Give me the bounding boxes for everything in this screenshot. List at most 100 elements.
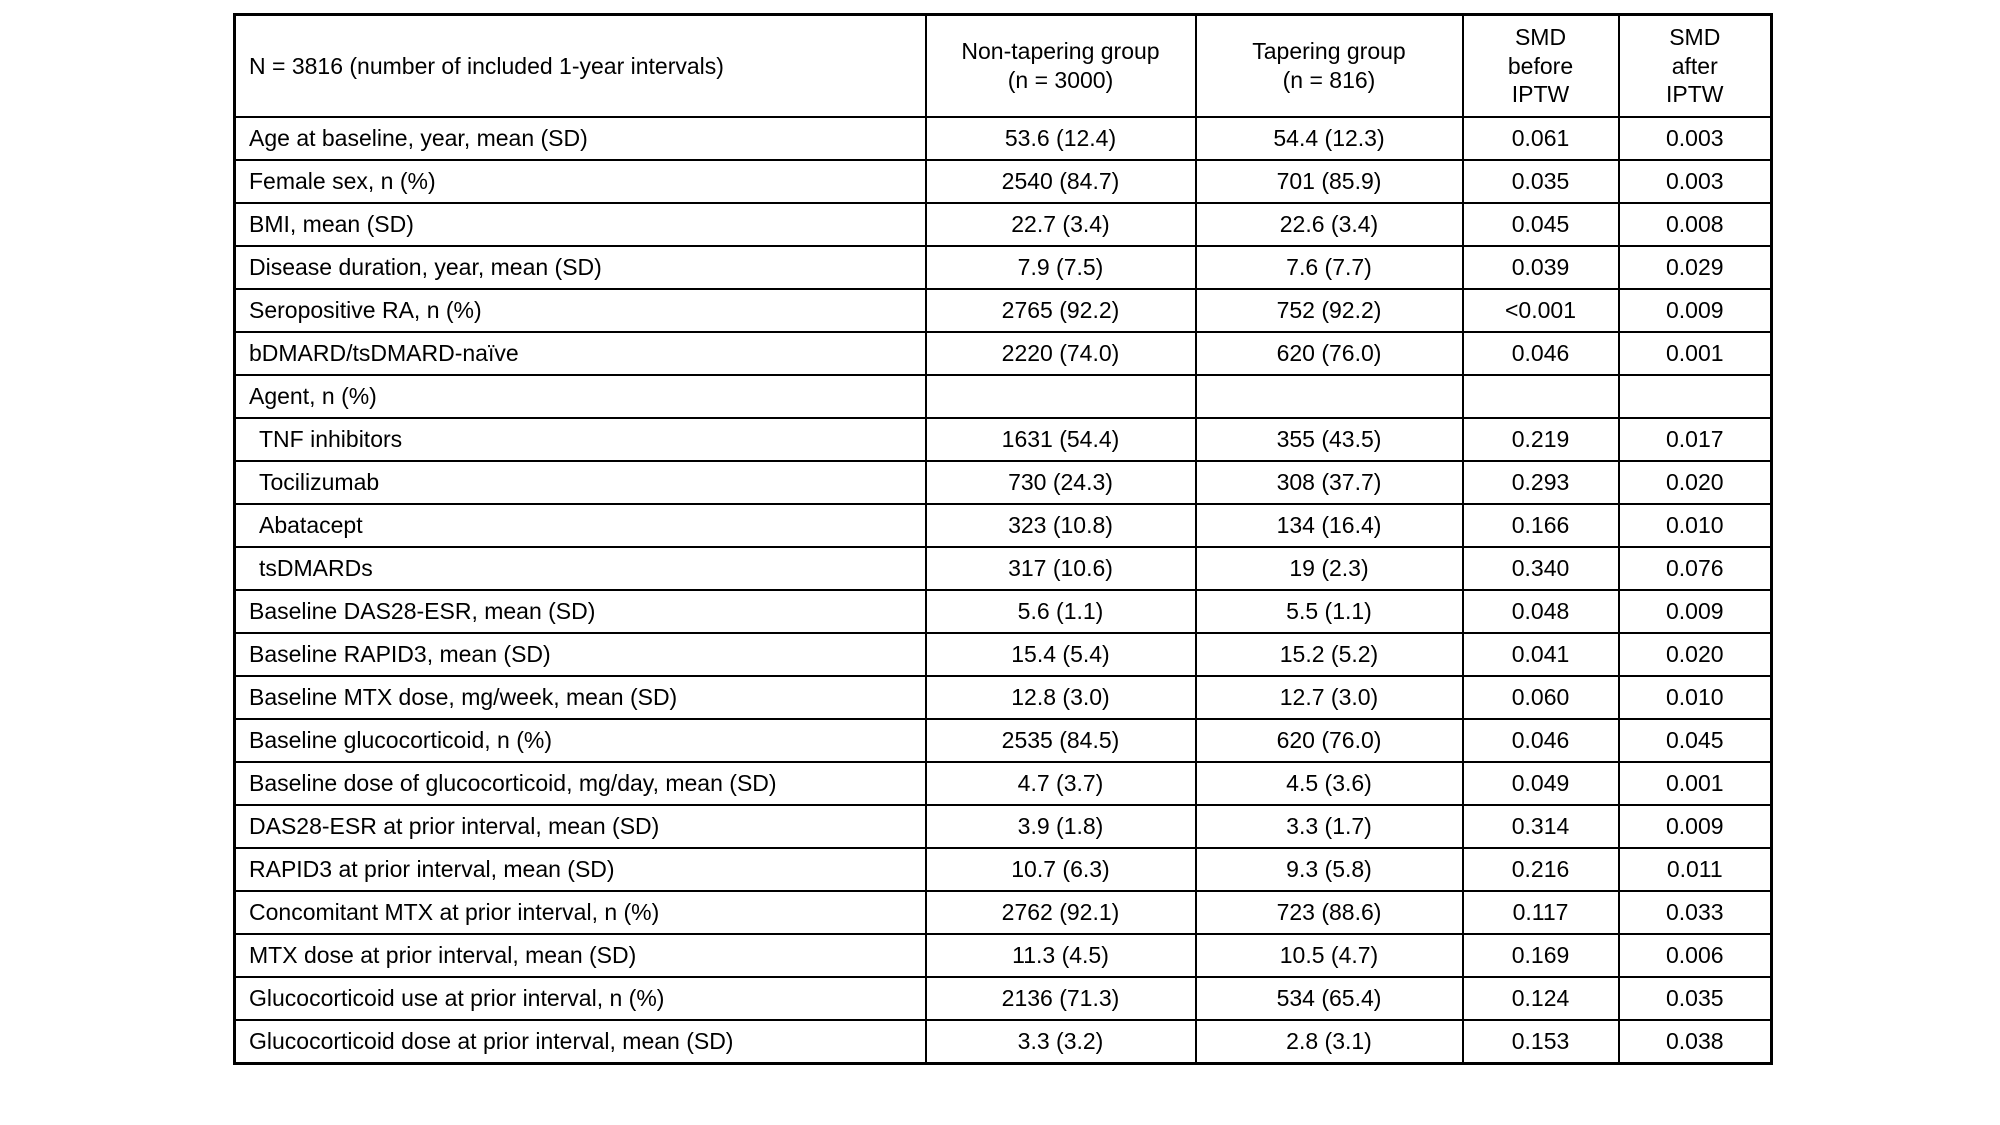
tapering-value: 5.5 (1.1) [1194,589,1464,634]
table-row: Glucocorticoid dose at prior interval, m… [233,1019,1773,1065]
smd-before-value: 0.046 [1461,718,1620,763]
smd-after-value: 0.009 [1617,589,1773,634]
row-label: Baseline MTX dose, mg/week, mean (SD) [233,675,927,720]
smd-before-value: 0.049 [1461,761,1620,806]
row-label: Disease duration, year, mean (SD) [233,245,927,290]
smd-before-value [1461,374,1620,419]
baseline-characteristics-table-container: N = 3816 (number of included 1-year inte… [233,13,1773,1065]
tapering-value: 7.6 (7.7) [1194,245,1464,290]
smd-after-value: 0.003 [1617,159,1773,204]
header-non-tapering-group: Non-tapering group (n = 3000) [924,13,1197,118]
smd-before-value: 0.048 [1461,589,1620,634]
tapering-value: 54.4 (12.3) [1194,116,1464,161]
row-label: TNF inhibitors [233,417,927,462]
smd-after-value: 0.003 [1617,116,1773,161]
table-row: tsDMARDs 317 (10.6) 19 (2.3) 0.340 0.076 [233,546,1773,591]
smd-after-value: 0.035 [1617,976,1773,1021]
row-label: BMI, mean (SD) [233,202,927,247]
table-row: RAPID3 at prior interval, mean (SD) 10.7… [233,847,1773,892]
table-row: Baseline RAPID3, mean (SD) 15.4 (5.4) 15… [233,632,1773,677]
tapering-value [1194,374,1464,419]
smd-after-value: 0.010 [1617,675,1773,720]
header-smd-before-line1: SMD [1514,23,1567,50]
smd-after-value: 0.001 [1617,331,1773,376]
header-smd-after-iptw: SMD after IPTW [1617,13,1773,118]
non-tapering-value: 53.6 (12.4) [924,116,1197,161]
smd-after-value: 0.020 [1617,632,1773,677]
non-tapering-value: 7.9 (7.5) [924,245,1197,290]
header-smd-after-line1: SMD [1669,23,1721,50]
smd-before-value: 0.340 [1461,546,1620,591]
table-row: Abatacept 323 (10.8) 134 (16.4) 0.166 0.… [233,503,1773,548]
smd-after-value: 0.006 [1617,933,1773,978]
non-tapering-value: 1631 (54.4) [924,417,1197,462]
non-tapering-value: 2540 (84.7) [924,159,1197,204]
tapering-value: 10.5 (4.7) [1194,933,1464,978]
header-row: N = 3816 (number of included 1-year inte… [233,13,1773,118]
smd-after-value: 0.009 [1617,288,1773,333]
tapering-value: 19 (2.3) [1194,546,1464,591]
smd-before-value: 0.035 [1461,159,1620,204]
non-tapering-value: 323 (10.8) [924,503,1197,548]
table-row: Agent, n (%) [233,374,1773,419]
table-body: Age at baseline, year, mean (SD) 53.6 (1… [233,116,1773,1065]
smd-before-value: 0.153 [1461,1019,1620,1065]
header-smd-before-line2: before [1507,52,1574,79]
smd-before-value: 0.166 [1461,503,1620,548]
row-label: tsDMARDs [233,546,927,591]
tapering-value: 620 (76.0) [1194,331,1464,376]
non-tapering-value: 3.9 (1.8) [924,804,1197,849]
table-row: Concomitant MTX at prior interval, n (%)… [233,890,1773,935]
table-row: Age at baseline, year, mean (SD) 53.6 (1… [233,116,1773,161]
row-label: MTX dose at prior interval, mean (SD) [233,933,927,978]
smd-after-value: 0.020 [1617,460,1773,505]
non-tapering-value: 15.4 (5.4) [924,632,1197,677]
tapering-value: 620 (76.0) [1194,718,1464,763]
non-tapering-value: 5.6 (1.1) [924,589,1197,634]
row-label: Baseline DAS28-ESR, mean (SD) [233,589,927,634]
non-tapering-value: 2220 (74.0) [924,331,1197,376]
table-row: Female sex, n (%) 2540 (84.7) 701 (85.9)… [233,159,1773,204]
table-header: N = 3816 (number of included 1-year inte… [233,13,1773,118]
smd-before-value: 0.061 [1461,116,1620,161]
smd-before-value: 0.216 [1461,847,1620,892]
row-label: Concomitant MTX at prior interval, n (%) [233,890,927,935]
smd-before-value: 0.124 [1461,976,1620,1021]
non-tapering-value: 2762 (92.1) [924,890,1197,935]
table-row: Baseline DAS28-ESR, mean (SD) 5.6 (1.1) … [233,589,1773,634]
non-tapering-value: 11.3 (4.5) [924,933,1197,978]
smd-after-value: 0.029 [1617,245,1773,290]
smd-before-value: 0.046 [1461,331,1620,376]
smd-before-value: <0.001 [1461,288,1620,333]
table-row: DAS28-ESR at prior interval, mean (SD) 3… [233,804,1773,849]
smd-before-value: 0.041 [1461,632,1620,677]
header-non-tapering-line2: (n = 3000) [1007,67,1114,93]
header-tapering-line2: (n = 816) [1282,67,1376,93]
tapering-value: 4.5 (3.6) [1194,761,1464,806]
header-smd-after-line3: IPTW [1666,81,1724,108]
tapering-value: 355 (43.5) [1194,417,1464,462]
row-label: RAPID3 at prior interval, mean (SD) [233,847,927,892]
non-tapering-value: 317 (10.6) [924,546,1197,591]
table-row: TNF inhibitors 1631 (54.4) 355 (43.5) 0.… [233,417,1773,462]
tapering-value: 723 (88.6) [1194,890,1464,935]
tapering-value: 2.8 (3.1) [1194,1019,1464,1065]
table-row: MTX dose at prior interval, mean (SD) 11… [233,933,1773,978]
smd-before-value: 0.314 [1461,804,1620,849]
row-label: Seropositive RA, n (%) [233,288,927,333]
header-smd-after-line2: after [1671,52,1718,79]
row-label: bDMARD/tsDMARD-naïve [233,331,927,376]
header-tapering-line1: Tapering group [1252,38,1406,65]
row-label: DAS28-ESR at prior interval, mean (SD) [233,804,927,849]
tapering-value: 308 (37.7) [1194,460,1464,505]
non-tapering-value: 3.3 (3.2) [924,1019,1197,1065]
smd-after-value: 0.017 [1617,417,1773,462]
smd-after-value [1617,374,1773,419]
smd-before-value: 0.219 [1461,417,1620,462]
table-row: Glucocorticoid use at prior interval, n … [233,976,1773,1021]
smd-after-value: 0.038 [1617,1019,1773,1065]
smd-after-value: 0.008 [1617,202,1773,247]
header-non-tapering-line1: Non-tapering group [961,38,1160,65]
smd-after-value: 0.076 [1617,546,1773,591]
non-tapering-value: 12.8 (3.0) [924,675,1197,720]
